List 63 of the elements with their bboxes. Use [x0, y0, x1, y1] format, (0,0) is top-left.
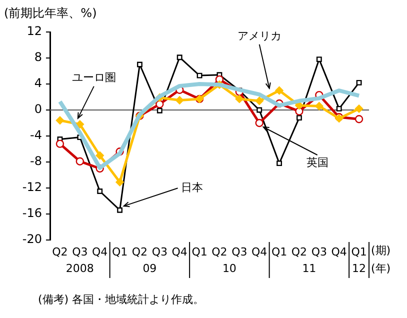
point	[196, 72, 202, 78]
point	[354, 104, 364, 113]
point	[275, 86, 284, 95]
point	[56, 140, 64, 148]
x-tick-label: Q1	[351, 245, 367, 258]
point	[255, 96, 264, 105]
x-tick-label: Q4	[92, 245, 108, 258]
y-tick-label: -16	[22, 206, 42, 220]
text: 10	[222, 262, 236, 275]
text: 英国	[306, 156, 328, 169]
y-tick-label: -8	[30, 154, 42, 168]
text: ユーロ圏	[72, 71, 116, 84]
x-tick-label: Q3	[152, 245, 168, 258]
point	[235, 94, 244, 104]
point	[176, 54, 182, 60]
point	[96, 151, 104, 160]
point	[97, 188, 103, 194]
text: 日本	[180, 180, 203, 194]
x-tick-label: Q2	[52, 245, 68, 258]
point	[156, 100, 164, 108]
x-tick-label: Q1	[271, 245, 288, 258]
point	[156, 108, 162, 114]
text: アメリカ	[237, 29, 282, 42]
point	[315, 102, 324, 110]
point	[336, 106, 342, 112]
y-tick-label: 12	[26, 24, 42, 38]
point	[76, 157, 84, 166]
point	[256, 107, 262, 113]
point	[56, 116, 64, 124]
point	[175, 96, 184, 104]
x-tick-label: Q1	[112, 245, 128, 258]
x-tick-label: Q2	[212, 245, 228, 258]
point	[116, 178, 124, 186]
x-tick-label: Q4	[252, 245, 268, 258]
y-tick-label: -20	[22, 232, 42, 246]
point	[296, 115, 302, 121]
text: (備考) 各国・地域統計より作成。	[38, 292, 204, 306]
text: 11	[302, 262, 316, 275]
point	[137, 62, 142, 68]
x-tick-label: Q3	[311, 245, 327, 258]
point	[316, 56, 322, 62]
y-tick-label: 0	[34, 102, 42, 116]
x-tick-label: Q2	[132, 245, 148, 258]
y-axis-title: (前期比年率、%)	[4, 6, 97, 20]
y-tick-label: -4	[30, 128, 42, 142]
text: 09	[142, 262, 157, 275]
x-tick-label: Q3	[232, 245, 248, 258]
x-tick-label: Q1	[192, 245, 208, 258]
y-tick-label: -12	[22, 180, 42, 194]
x-tick-label: Q2	[291, 245, 308, 258]
point	[356, 80, 362, 86]
x-tick-label: Q3	[72, 245, 88, 258]
x-axis-title: (期) (年)	[371, 244, 391, 275]
point	[354, 115, 364, 124]
y-tick-label: 8	[34, 50, 42, 64]
x-tick-label: Q4	[331, 245, 347, 258]
text: 12	[352, 262, 366, 275]
point	[276, 160, 282, 166]
x-tick-label: Q4	[172, 245, 188, 258]
text: 2008	[66, 262, 94, 275]
point	[255, 118, 264, 128]
y-tick-label: 4	[34, 76, 42, 90]
point	[117, 207, 123, 213]
